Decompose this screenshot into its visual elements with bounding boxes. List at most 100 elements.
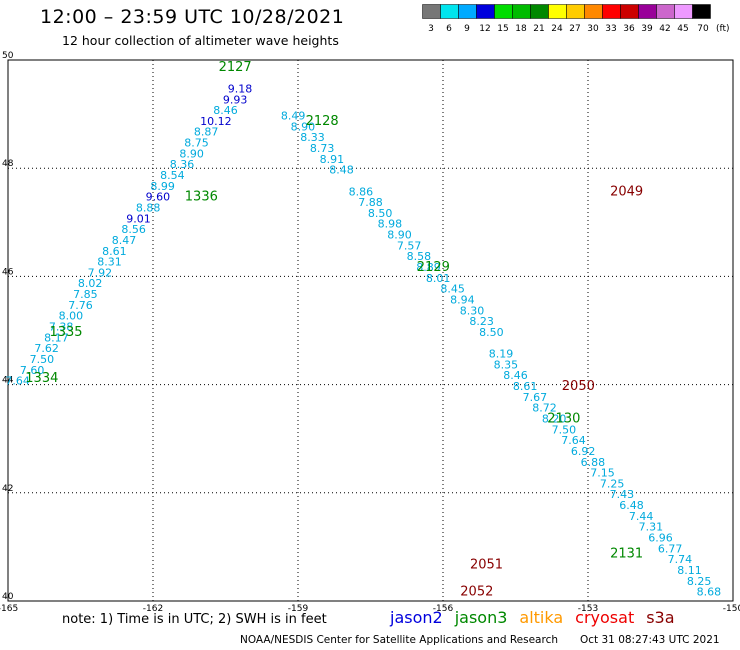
wave-height-value: 7.64 xyxy=(5,375,30,388)
colorbar-swatch xyxy=(530,4,549,19)
colorbar-label: 33 xyxy=(605,24,616,34)
wave-height-value: 8.45 xyxy=(440,283,465,296)
colorbar-swatch xyxy=(512,4,531,19)
wave-height-value: 8.90 xyxy=(179,147,204,160)
colorbar-label: 27 xyxy=(569,24,580,34)
wave-height-value: 8.54 xyxy=(160,169,185,182)
wave-height-value: 8.75 xyxy=(184,137,209,150)
colorbar-swatch xyxy=(692,4,711,19)
footer-note: note: 1) Time is in UTC; 2) SWH is in fe… xyxy=(62,612,327,627)
colorbar-swatch xyxy=(620,4,639,19)
wave-height-value: 8.87 xyxy=(194,126,219,139)
wave-height-value: 8.90 xyxy=(291,120,316,133)
wave-height-value: 8.56 xyxy=(121,223,146,236)
wave-height-value: 8.72 xyxy=(532,402,557,415)
colorbar-label: 15 xyxy=(497,24,508,34)
pass-number-label: 2052 xyxy=(460,585,493,600)
pass-number-label: 2051 xyxy=(470,558,503,573)
wave-height-value: 8.88 xyxy=(136,201,161,214)
colorbar-swatch xyxy=(656,4,675,19)
legend-jason3: jason3 xyxy=(454,608,508,627)
wave-height-value: 8.25 xyxy=(687,575,712,588)
colorbar-label: 9 xyxy=(464,24,470,34)
pass-number-label: 1334 xyxy=(25,371,58,386)
wave-height-value: 7.43 xyxy=(610,488,635,501)
wave-height-value: 7.44 xyxy=(629,510,654,523)
y-tick-label: 46 xyxy=(2,267,14,277)
wave-height-value: 7.64 xyxy=(561,434,586,447)
colorbar-swatch xyxy=(458,4,477,19)
colorbar-label: 42 xyxy=(659,24,670,34)
wave-height-value: 7.38 xyxy=(49,321,74,334)
colorbar-swatch xyxy=(566,4,585,19)
legend-altika: altika xyxy=(519,608,564,627)
pass-number-label: 2131 xyxy=(610,547,643,562)
wave-height-value: 8.49 xyxy=(281,110,306,123)
plot-frame xyxy=(7,59,734,602)
wave-height-value: 6.92 xyxy=(571,445,596,458)
wave-height-value: 9.18 xyxy=(228,82,253,95)
legend-jason2: jason2 xyxy=(390,608,443,627)
colorbar-label: 21 xyxy=(533,24,544,34)
legend-cryosat: cryosat xyxy=(575,608,635,627)
wave-height-value: 8.73 xyxy=(310,142,335,155)
chart-subtitle: 12 hour collection of altimeter wave hei… xyxy=(62,33,339,48)
wave-height-value: 8.61 xyxy=(102,245,127,258)
generated-timestamp: Oct 31 08:27:43 UTC 2021 xyxy=(580,634,720,646)
wave-height-value: 8.47 xyxy=(112,234,137,247)
wave-height-value: 7.15 xyxy=(590,467,615,480)
pass-number-label: 2129 xyxy=(417,260,450,275)
wave-height-value: 8.35 xyxy=(494,358,519,371)
wave-height-value: 9.01 xyxy=(126,212,151,225)
wave-height-value: 7.57 xyxy=(397,239,422,252)
colorbar-swatch xyxy=(422,4,441,19)
wave-height-value: 10.12 xyxy=(200,115,232,128)
wave-height-value: 6.48 xyxy=(619,499,644,512)
wave-height-value: 9.60 xyxy=(146,191,171,204)
wave-height-value: 8.11 xyxy=(677,564,702,577)
y-tick-label: 44 xyxy=(2,376,14,386)
colorbar-swatch xyxy=(476,4,495,19)
wave-height-value: 7.31 xyxy=(639,521,664,534)
colorbar-label: 18 xyxy=(515,24,527,34)
colorbar-swatch xyxy=(584,4,603,19)
colorbar-label: 24 xyxy=(551,24,563,34)
wave-height-value: 7.50 xyxy=(30,353,55,366)
wave-height-value: 8.00 xyxy=(59,310,84,323)
wave-height-value: 8.50 xyxy=(368,207,393,220)
wave-height-value: 8.98 xyxy=(378,218,403,231)
y-tick-label: 40 xyxy=(2,592,14,602)
wave-height-value: 8.19 xyxy=(489,348,514,361)
wave-height-value: 8.31 xyxy=(97,256,122,269)
colorbar-swatch xyxy=(674,4,693,19)
wave-height-value: 7.67 xyxy=(523,391,548,404)
satellite-legend: jason2 jason3 altika cryosat s3a xyxy=(390,608,687,627)
pass-number-label: 2050 xyxy=(562,379,595,394)
colorbar-label: 36 xyxy=(623,24,635,34)
colorbar-swatch xyxy=(548,4,567,19)
wave-height-value: 7.60 xyxy=(20,364,45,377)
pass-number-label: 1335 xyxy=(49,325,82,340)
colorbar-label: 3 xyxy=(428,24,434,34)
wave-height-value: 8.99 xyxy=(150,180,175,193)
wave-height-value: 7.88 xyxy=(358,196,383,209)
wave-height-value: 8.17 xyxy=(44,331,69,344)
pass-number-label: 2127 xyxy=(219,60,252,75)
wave-height-value: 8.46 xyxy=(213,104,238,117)
colorbar-label: 30 xyxy=(587,24,599,34)
wave-height-value: 6.77 xyxy=(658,542,683,555)
colorbar-swatch xyxy=(638,4,657,19)
colorbar-swatch xyxy=(602,4,621,19)
wave-height-value: 7.76 xyxy=(68,299,93,312)
wave-height-value: 6.88 xyxy=(581,456,606,469)
wave-height-value: 7.74 xyxy=(668,553,693,566)
wave-height-value: 8.01 xyxy=(426,272,451,285)
wave-height-value: 7.92 xyxy=(88,266,113,279)
wave-height-value: 8.58 xyxy=(407,250,432,263)
wave-height-value: 8.86 xyxy=(349,185,374,198)
x-tick-label: -165 xyxy=(0,604,18,614)
wave-height-value: 7.50 xyxy=(552,423,577,436)
y-tick-label: 48 xyxy=(2,159,14,169)
x-tick-label: -150 xyxy=(723,604,740,614)
